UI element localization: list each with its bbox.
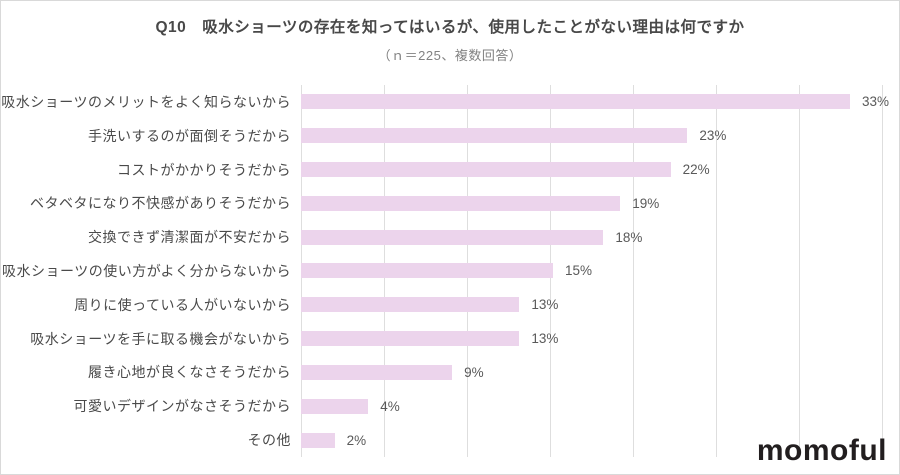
category-label: 手洗いするのが面倒そうだから: [88, 127, 291, 144]
bar-chart: 吸水ショーツのメリットをよく知らないから 33% 手洗いするのが面倒そうだから …: [1, 85, 899, 457]
chart-subtitle: （ｎ＝225、複数回答）: [377, 48, 523, 63]
chart-row: 周りに使っている人がいないから 13%: [1, 288, 899, 322]
chart-row: 可愛いデザインがなさそうだから 4%: [1, 389, 899, 423]
bar-track: 18%: [301, 229, 889, 245]
bar: [301, 195, 621, 211]
chart-title: Q10 吸水ショーツの存在を知ってはいるが、使用したことがない理由は何ですか: [155, 19, 745, 36]
bar-track: 9%: [301, 364, 889, 380]
bar: [301, 398, 369, 414]
category-label: 履き心地が良くなさそうだから: [88, 364, 291, 381]
bar-track: 22%: [301, 162, 889, 178]
chart-rows: 吸水ショーツのメリットをよく知らないから 33% 手洗いするのが面倒そうだから …: [1, 85, 899, 457]
value-label: 4%: [380, 398, 400, 414]
bar-track: 23%: [301, 128, 889, 144]
value-label: 15%: [565, 263, 593, 279]
bar: [301, 162, 671, 178]
value-label: 13%: [531, 331, 559, 347]
value-label: 22%: [682, 162, 710, 178]
category-label: 周りに使っている人がいないから: [74, 296, 291, 313]
chart-row: 手洗いするのが面倒そうだから 23%: [1, 119, 899, 153]
bar-track: 33%: [301, 94, 889, 110]
bar: [301, 229, 604, 245]
gridline: [798, 85, 800, 457]
chart-row: 履き心地が良くなさそうだから 9%: [1, 356, 899, 390]
bar-track: 19%: [301, 195, 889, 211]
bar: [301, 364, 453, 380]
value-label: 2%: [346, 432, 367, 448]
gridline: [633, 85, 634, 457]
chart-row: 吸水ショーツのメリットをよく知らないから 33%: [1, 85, 899, 119]
gridline: [882, 85, 883, 457]
bar: [301, 297, 520, 313]
bar: [301, 263, 554, 279]
category-label: 吸水ショーツのメリットをよく知らないから: [1, 93, 291, 110]
chart-row: コストがかかりそうだから 22%: [1, 153, 899, 187]
chart-row: ベタベタになり不快感がありそうだから 19%: [1, 186, 899, 220]
bar-track: 4%: [301, 398, 889, 414]
value-label: 33%: [861, 94, 889, 110]
bar: [301, 128, 688, 144]
value-label: 18%: [615, 229, 643, 245]
value-label: 23%: [699, 128, 727, 144]
bar: [301, 432, 335, 448]
value-label: 9%: [464, 364, 484, 380]
category-label: 吸水ショーツを手に取る機会がないから: [30, 330, 291, 347]
bar-track: 15%: [301, 263, 889, 279]
momoful-logo: momoful: [756, 434, 887, 467]
chart-row: 吸水ショーツの使い方がよく分からないから 15%: [1, 254, 899, 288]
category-label: コストがかかりそうだから: [117, 161, 291, 178]
category-label: 吸水ショーツの使い方がよく分からないから: [1, 262, 291, 279]
category-label: 可愛いデザインがなさそうだから: [73, 398, 291, 415]
bar-track: 2%: [301, 432, 889, 448]
chart-row: その他 2%: [1, 423, 899, 457]
gridline: [716, 85, 717, 457]
chart-row: 交換できず清潔面が不安だから 18%: [1, 220, 899, 254]
category-label: ベタベタになり不快感がありそうだから: [30, 195, 291, 212]
value-label: 19%: [632, 195, 660, 211]
bar-track: 13%: [301, 331, 889, 347]
bar-track: 13%: [301, 297, 889, 313]
value-label: 13%: [531, 297, 559, 313]
category-label: その他: [247, 432, 291, 449]
chart-row: 吸水ショーツを手に取る機会がないから 13%: [1, 322, 899, 356]
bar: [301, 331, 520, 347]
bar: [301, 94, 850, 110]
category-label: 交換できず清潔面が不安だから: [88, 229, 291, 246]
